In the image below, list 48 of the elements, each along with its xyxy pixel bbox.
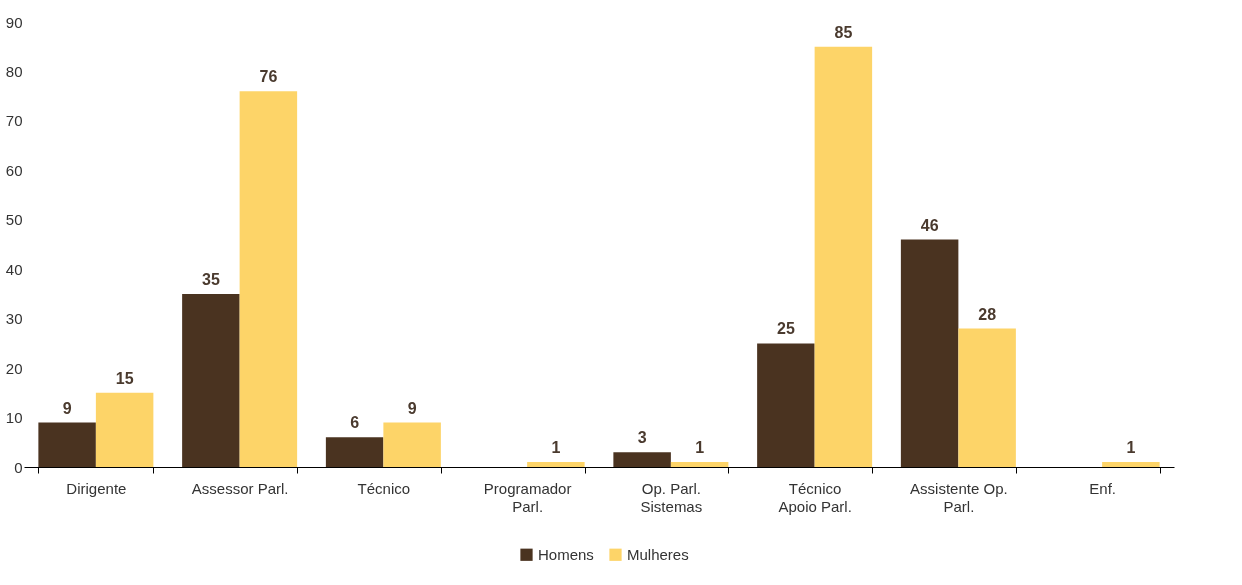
y-tick-label: 40 xyxy=(5,260,23,278)
data-label: 46 xyxy=(920,216,939,234)
x-tick-label: Assistente Op. Parl. xyxy=(910,479,1008,515)
x-tick-label: Dirigente xyxy=(66,479,127,497)
y-tick-label: 70 xyxy=(5,112,23,130)
x-tick-label: Op. Parl. Sistemas xyxy=(640,479,703,515)
y-tick-label: 0 xyxy=(14,458,23,476)
data-label: 9 xyxy=(407,399,417,417)
data-label: 85 xyxy=(834,23,853,41)
data-label: 35 xyxy=(201,270,220,288)
bar xyxy=(814,46,873,467)
bar xyxy=(757,343,815,467)
bar xyxy=(900,239,959,467)
data-label: 15 xyxy=(115,369,134,387)
data-label: 1 xyxy=(695,439,705,457)
bar xyxy=(613,452,671,467)
data-label: 28 xyxy=(978,305,997,323)
x-tick-label: Enf. xyxy=(1089,479,1116,497)
x-tick-label: Programador Parl. xyxy=(483,479,572,515)
y-tick-label: 80 xyxy=(5,62,23,80)
x-tick-label: Técnico Apoio Parl. xyxy=(778,479,852,515)
bar xyxy=(182,293,240,467)
y-tick-label: 90 xyxy=(5,13,23,31)
bar xyxy=(383,422,441,467)
y-tick-label: 10 xyxy=(5,409,23,427)
data-label: 1 xyxy=(551,439,561,457)
data-label: 9 xyxy=(62,399,72,417)
y-tick-label: 20 xyxy=(5,359,23,377)
bar xyxy=(670,462,729,467)
bar xyxy=(239,91,298,467)
x-tick-label: Assessor Parl. xyxy=(191,479,289,497)
y-tick-label: 60 xyxy=(5,161,23,179)
data-label: 76 xyxy=(259,68,278,86)
y-tick-label: 30 xyxy=(5,310,23,328)
bar xyxy=(958,328,1016,467)
data-label: 6 xyxy=(350,414,360,432)
bar xyxy=(95,392,154,467)
legend-label: Homens xyxy=(538,545,594,563)
y-tick-label: 50 xyxy=(5,211,23,229)
bar xyxy=(1102,462,1160,467)
bar xyxy=(325,437,384,467)
data-label: 3 xyxy=(637,429,647,447)
data-label: 25 xyxy=(776,320,795,338)
x-tick-label: Técnico xyxy=(357,479,411,497)
bar xyxy=(527,462,585,467)
data-label: 1 xyxy=(1126,439,1136,457)
bar xyxy=(38,422,96,467)
legend-label: Mulheres xyxy=(627,545,689,563)
